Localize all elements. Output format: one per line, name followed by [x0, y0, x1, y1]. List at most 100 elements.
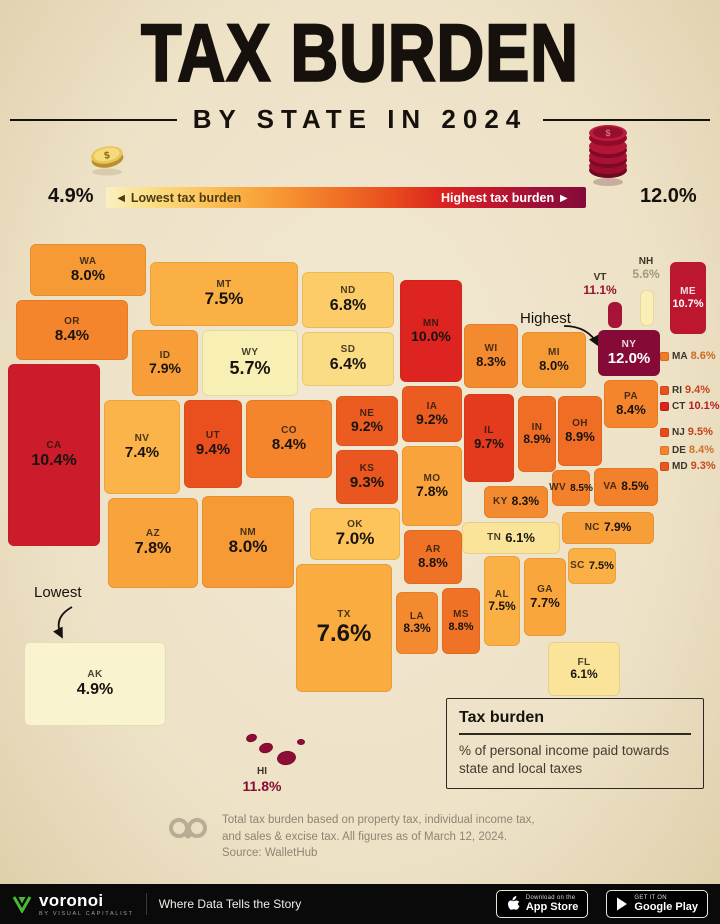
footer-bar: voronoi BY VISUAL CAPITALIST Where Data …: [0, 884, 720, 924]
footer-divider: [145, 893, 147, 915]
app-store-badge[interactable]: Download on the App Store: [495, 890, 589, 918]
state-ma-label: MA 8.6%: [660, 350, 718, 362]
state-tx: TX 7.6%: [296, 564, 392, 692]
state-va: VA 8.5%: [594, 468, 658, 506]
state-il: IL 9.7%: [464, 394, 514, 482]
state-az: AZ 7.8%: [108, 498, 198, 588]
footnote-source: Source: WalletHub: [222, 847, 318, 860]
state-vt-label: VT 11.1%: [583, 272, 617, 297]
legend: $ $ 4.9% ◄ Lowest tax burden Highest tax…: [0, 125, 720, 228]
legend-max-value: 12.0%: [640, 185, 697, 207]
state-wi: WI 8.3%: [464, 324, 518, 388]
page-subtitle: BY STATE IN 2024: [192, 104, 528, 134]
state-al: AL 7.5%: [484, 556, 520, 646]
voronoi-logo: voronoi BY VISUAL CAPITALIST: [12, 892, 134, 917]
state-or: OR 8.4%: [16, 300, 128, 360]
legend-low-label: ◄ Lowest tax burden: [115, 190, 242, 205]
state-wa: WA 8.0%: [30, 244, 146, 296]
subtitle-row: BY STATE IN 2024: [0, 104, 720, 135]
state-md-label: MD 9.3%: [660, 460, 718, 472]
state-ny: NY 12.0%: [598, 330, 660, 376]
state-pa: PA 8.4%: [604, 380, 658, 428]
svg-text:$: $: [103, 150, 111, 162]
legend-high-label: Highest tax burden ►: [440, 190, 570, 205]
google-play-badge[interactable]: GET IT ON Google Play: [606, 890, 708, 918]
state-nj-label: NJ 9.5%: [660, 426, 718, 438]
info-box-rule: [459, 733, 691, 735]
footer-tagline: Where Data Tells the Story: [158, 897, 302, 911]
state-ms: MS 8.8%: [442, 588, 480, 654]
state-ak: AK 4.9%: [24, 642, 166, 726]
subtitle-rule-left: [10, 118, 177, 121]
state-ut: UT 9.4%: [184, 400, 242, 488]
subtitle-rule-right: [543, 118, 710, 121]
state-hi-island: [257, 741, 275, 755]
state-ca: CA 10.4%: [8, 364, 100, 546]
state-ar: AR 8.8%: [404, 530, 462, 584]
state-nc: NC 7.9%: [562, 512, 654, 544]
state-wy: WY 5.7%: [202, 330, 298, 396]
us-choropleth-map: Highest Lowest Tax burden % of personal …: [0, 228, 720, 808]
state-de-label: DE 8.4%: [660, 444, 718, 456]
state-ok: OK 7.0%: [310, 508, 400, 560]
state-sc: SC 7.5%: [568, 548, 616, 584]
state-oh: OH 8.9%: [558, 396, 602, 466]
google-play-icon: [617, 897, 628, 911]
state-tn: TN 6.1%: [462, 522, 560, 554]
state-ia: IA 9.2%: [402, 386, 462, 442]
svg-text:$: $: [605, 128, 610, 138]
brand-name: voronoi: [39, 890, 104, 910]
state-ga: GA 7.7%: [524, 558, 566, 636]
state-wv: WV 8.5%: [549, 470, 593, 506]
red-coin-stack-icon: $: [589, 125, 627, 186]
state-mn: MN 10.0%: [400, 280, 462, 382]
state-ky: KY 8.3%: [484, 486, 548, 518]
brand-subtitle: BY VISUAL CAPITALIST: [39, 910, 134, 917]
state-vt: [608, 302, 622, 328]
state-id: ID 7.9%: [132, 330, 198, 396]
state-la: LA 8.3%: [396, 592, 438, 654]
info-box-body: % of personal income paid towards state …: [459, 742, 670, 776]
footnote: Total tax burden based on property tax, …: [0, 812, 720, 862]
state-mo: MO 7.8%: [402, 446, 462, 526]
legend-min-value: 4.9%: [48, 185, 94, 207]
state-hi-island: [297, 739, 305, 745]
google-play-badge-bottom: Google Play: [634, 901, 698, 914]
legend-gradient-bar: ◄ Lowest tax burden Highest tax burden ►: [106, 187, 586, 208]
state-nh-label: NH 5.6%: [632, 256, 660, 281]
gold-coin-icon: $: [91, 146, 124, 176]
header: TAX BURDEN BY STATE IN 2024: [0, 7, 720, 135]
state-co: CO 8.4%: [246, 400, 332, 478]
annotation-lowest: Lowest: [34, 584, 82, 601]
info-box-title: Tax burden: [459, 709, 545, 726]
state-mi: MI 8.0%: [522, 332, 586, 388]
state-ct-label: CT 10.1%: [660, 400, 720, 412]
voronoi-v-icon: [12, 896, 32, 913]
lowest-arrow: [53, 606, 73, 639]
state-hi-island: [275, 749, 298, 767]
footnote-text: Total tax burden based on property tax, …: [222, 814, 535, 843]
state-ks: KS 9.3%: [336, 450, 398, 504]
state-nd: ND 6.8%: [302, 272, 394, 328]
state-ri-label: RI 9.4%: [660, 384, 718, 396]
state-hi-island: [245, 732, 258, 744]
highest-arrow: [563, 325, 599, 347]
state-ne: NE 9.2%: [336, 396, 398, 446]
apple-icon: [507, 895, 520, 910]
state-in: IN 8.9%: [518, 396, 556, 472]
state-fl: FL 6.1%: [548, 642, 620, 696]
state-hi-label: HI 11.8%: [242, 766, 282, 794]
state-nv: NV 7.4%: [104, 400, 180, 494]
state-sd: SD 6.4%: [302, 332, 394, 386]
tax-burden-info-box: Tax burden % of personal income paid tow…: [446, 698, 704, 789]
google-play-badge-top: GET IT ON: [634, 894, 667, 901]
state-mt: MT 7.5%: [150, 262, 298, 326]
voronoi-watermark-icon: [169, 818, 207, 839]
state-nh: [640, 290, 654, 326]
app-store-badge-bottom: App Store: [525, 901, 579, 914]
state-me: ME 10.7%: [670, 262, 706, 334]
state-nm: NM 8.0%: [202, 496, 294, 588]
annotation-highest: Highest: [520, 310, 571, 327]
page-title: TAX BURDEN: [140, 7, 579, 98]
